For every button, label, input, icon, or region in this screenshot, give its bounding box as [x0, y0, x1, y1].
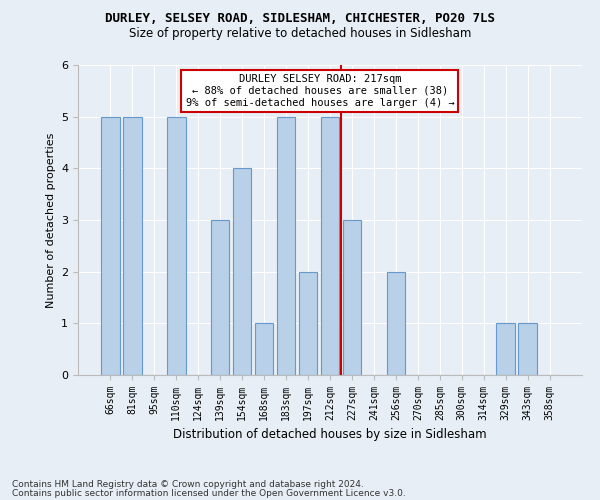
Bar — [518, 324, 537, 375]
Text: Contains public sector information licensed under the Open Government Licence v3: Contains public sector information licen… — [12, 490, 406, 498]
Bar — [123, 116, 142, 375]
Bar — [299, 272, 317, 375]
Bar — [211, 220, 229, 375]
Text: Contains HM Land Registry data © Crown copyright and database right 2024.: Contains HM Land Registry data © Crown c… — [12, 480, 364, 489]
Text: DURLEY, SELSEY ROAD, SIDLESHAM, CHICHESTER, PO20 7LS: DURLEY, SELSEY ROAD, SIDLESHAM, CHICHEST… — [105, 12, 495, 26]
Bar — [101, 116, 119, 375]
Text: Size of property relative to detached houses in Sidlesham: Size of property relative to detached ho… — [129, 28, 471, 40]
Bar — [233, 168, 251, 375]
Bar — [496, 324, 515, 375]
Bar — [277, 116, 295, 375]
Y-axis label: Number of detached properties: Number of detached properties — [46, 132, 56, 308]
Text: DURLEY SELSEY ROAD: 217sqm
← 88% of detached houses are smaller (38)
9% of semi-: DURLEY SELSEY ROAD: 217sqm ← 88% of deta… — [185, 74, 454, 108]
Bar — [320, 116, 340, 375]
Bar — [343, 220, 361, 375]
X-axis label: Distribution of detached houses by size in Sidlesham: Distribution of detached houses by size … — [173, 428, 487, 442]
Bar — [386, 272, 405, 375]
Bar — [167, 116, 185, 375]
Bar — [255, 324, 274, 375]
